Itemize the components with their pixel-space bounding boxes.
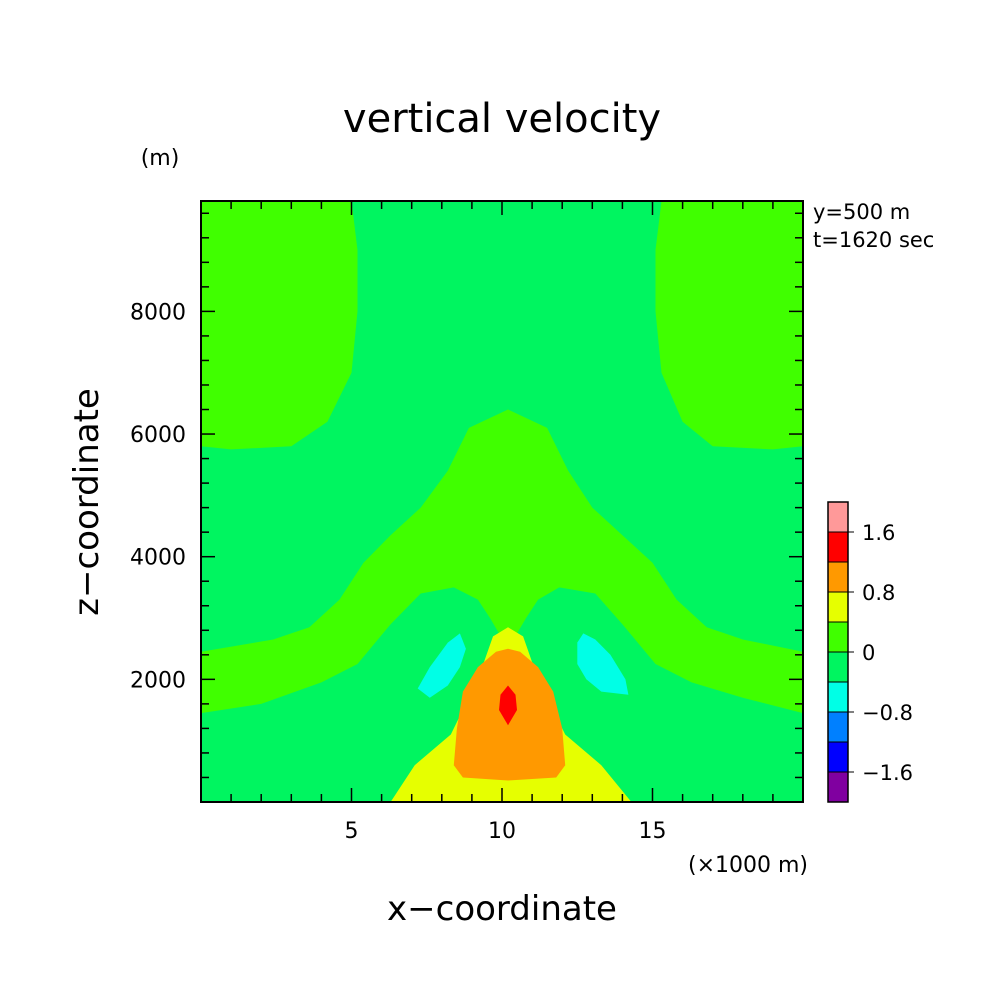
colorbar-label: 1.6 [862, 521, 895, 545]
annotation-time: t=1620 sec [813, 228, 934, 252]
colorbar-swatch [827, 591, 849, 623]
x-tick-label: 10 [488, 819, 516, 844]
colorbar-label: −0.8 [862, 701, 913, 725]
colorbar-label: −1.6 [862, 761, 913, 785]
axis-tick-labels: 5 10 15 2000 4000 6000 8000 [130, 300, 667, 844]
contour-regions [201, 201, 803, 802]
axis-ticks [201, 201, 803, 802]
colorbar-swatch [827, 531, 849, 563]
y-tick-label: 8000 [130, 300, 186, 325]
y-unit-label: (m) [141, 146, 180, 171]
y-tick-label: 4000 [130, 546, 186, 571]
colorbar-swatch [827, 711, 849, 743]
x-unit-label: (×1000 m) [688, 853, 808, 878]
x-tick-label: 15 [639, 819, 667, 844]
contour-region-upper-left-updraft [201, 201, 358, 450]
colorbar-swatch [827, 621, 849, 653]
y-axis-label: z−coordinate [67, 388, 107, 616]
chart-title: vertical velocity [343, 96, 661, 142]
colorbar-swatch [827, 771, 849, 803]
x-axis-label: x−coordinate [387, 889, 617, 929]
contour-region-central-updraft-plume [201, 409, 803, 714]
colorbar-swatch [827, 501, 849, 533]
colorbar-swatch [827, 561, 849, 593]
colorbar-swatch [827, 651, 849, 683]
y-tick-label: 6000 [130, 423, 186, 448]
colorbar-label: 0.8 [862, 581, 895, 605]
colorbar [827, 501, 849, 803]
colorbar-swatch [827, 741, 849, 773]
colorbar-labels: 1.6 0.8 0 −0.8 −1.6 [848, 521, 913, 785]
contour-region-upper-right-updraft [655, 201, 803, 450]
contour-region-updraft-core-red [499, 685, 517, 726]
x-tick-label: 5 [345, 819, 359, 844]
colorbar-swatch [827, 681, 849, 713]
annotation-y-position: y=500 m [813, 200, 910, 224]
y-tick-label: 2000 [130, 668, 186, 693]
colorbar-label: 0 [862, 641, 875, 665]
contour-region-right-downdraft [577, 633, 629, 695]
contour-region-left-downdraft [417, 633, 466, 698]
